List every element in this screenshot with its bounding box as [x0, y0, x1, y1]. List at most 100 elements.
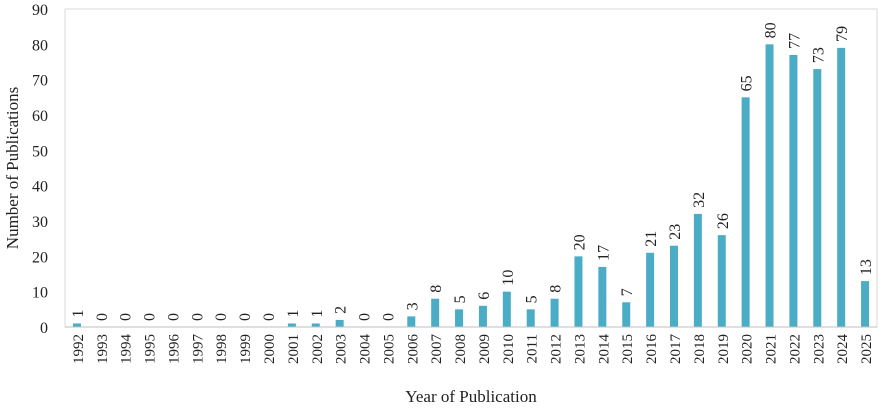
x-tick-label: 2013	[572, 334, 588, 364]
plot-frame	[64, 8, 878, 328]
x-tick-label: 2018	[692, 334, 708, 364]
data-label: 6	[476, 292, 493, 300]
x-tick-label: 1993	[95, 334, 111, 364]
bar	[622, 302, 631, 327]
x-tick-label: 2001	[286, 334, 302, 364]
bar	[287, 323, 296, 327]
x-tick-label: 2012	[549, 334, 565, 364]
x-tick-label: 2017	[668, 334, 684, 365]
data-label: 32	[691, 192, 708, 208]
data-label: 1	[285, 309, 302, 317]
x-tick-label: 1995	[143, 334, 159, 364]
x-tick-label: 1999	[238, 334, 254, 364]
x-tick-label: 2024	[835, 334, 851, 365]
data-label: 0	[261, 313, 278, 321]
data-label: 0	[142, 313, 159, 321]
bar	[670, 245, 678, 327]
data-label: 5	[524, 295, 541, 303]
y-tick-label: 20	[32, 249, 48, 266]
bar	[407, 316, 416, 327]
y-tick-label: 80	[32, 37, 48, 54]
data-label: 0	[118, 313, 135, 321]
data-label: 10	[500, 270, 517, 286]
data-label: 20	[571, 234, 588, 250]
data-label: 79	[834, 26, 851, 42]
y-tick-label: 60	[32, 108, 48, 125]
bar	[837, 47, 846, 327]
x-tick-label: 2010	[501, 334, 517, 364]
data-label: 8	[548, 285, 565, 293]
data-label: 26	[715, 213, 732, 229]
x-tick-label: 2008	[453, 334, 469, 364]
data-label: 1	[309, 309, 326, 317]
y-axis-ticks: 0 10 20 30 40 50 60 70 80 90	[32, 2, 48, 337]
bar	[72, 323, 81, 327]
x-tick-label: 2021	[764, 334, 780, 364]
y-tick-label: 0	[40, 320, 48, 337]
bar	[598, 266, 607, 327]
bar	[526, 309, 535, 327]
y-axis-title: Number of Publications	[3, 87, 22, 249]
data-label: 21	[643, 231, 660, 247]
x-tick-label: 2020	[740, 334, 756, 364]
bar	[574, 256, 583, 327]
data-label: 2	[333, 306, 350, 314]
x-tick-label: 2019	[716, 334, 732, 364]
y-tick-label: 70	[32, 73, 48, 90]
data-label: 0	[165, 313, 182, 321]
bar	[765, 44, 774, 327]
data-label: 8	[428, 285, 445, 293]
data-label: 17	[595, 245, 612, 261]
data-label: 0	[94, 313, 111, 321]
data-label: 0	[357, 313, 374, 321]
x-tick-label: 2009	[477, 334, 493, 364]
bar	[502, 291, 511, 327]
y-tick-label: 40	[32, 179, 48, 196]
x-tick-label: 2000	[262, 334, 278, 364]
bar	[646, 252, 655, 327]
bar	[455, 309, 464, 327]
bar	[431, 298, 440, 327]
x-tick-label: 2006	[405, 334, 421, 365]
data-label: 7	[619, 288, 636, 296]
bar	[789, 54, 798, 327]
data-label: 0	[213, 313, 230, 321]
x-tick-label: 2016	[644, 334, 660, 365]
data-label: 13	[858, 259, 875, 275]
x-tick-label: 2007	[429, 334, 445, 365]
bar	[693, 213, 702, 327]
bar	[335, 319, 344, 327]
data-label: 80	[763, 22, 780, 38]
x-tick-label: 1994	[119, 334, 135, 365]
x-tick-label: 2023	[811, 334, 827, 364]
x-tick-label: 2022	[787, 334, 803, 364]
x-tick-label: 2003	[334, 334, 350, 364]
x-tick-label: 2014	[596, 334, 612, 365]
data-label: 0	[380, 313, 397, 321]
x-tick-label: 1998	[214, 334, 230, 364]
bar	[861, 281, 870, 327]
bar	[741, 97, 750, 327]
bar	[550, 298, 559, 327]
x-tick-label: 2002	[310, 334, 326, 364]
bar	[478, 305, 487, 327]
bar	[717, 235, 726, 327]
x-axis-ticks: 1992 1993 1994 1995 1996 1997 1998 1999 2000 2001…	[71, 334, 875, 365]
data-label: 77	[786, 33, 803, 49]
bar	[813, 69, 822, 328]
x-tick-label: 1996	[166, 334, 182, 365]
data-label: 0	[189, 313, 206, 321]
data-label: 1	[70, 309, 87, 317]
y-tick-label: 10	[32, 285, 48, 302]
x-tick-label: 2005	[381, 334, 397, 364]
bar	[311, 323, 320, 327]
x-tick-label: 1992	[71, 334, 87, 364]
x-tick-label: 2015	[620, 334, 636, 364]
x-tick-label: 2004	[358, 334, 374, 365]
y-tick-label: 90	[32, 2, 48, 19]
x-tick-label: 1997	[190, 334, 206, 365]
data-label: 0	[237, 313, 254, 321]
x-axis-title: Year of Publication	[405, 387, 537, 406]
